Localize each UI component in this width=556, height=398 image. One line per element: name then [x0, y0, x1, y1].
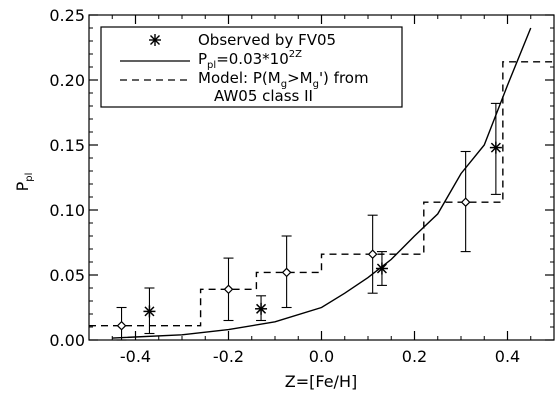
y-tick-label: 0.10 [49, 201, 85, 220]
y-tick-label: 0.25 [49, 6, 85, 25]
model-step-path [89, 61, 554, 327]
y-tick-label: 0.20 [49, 71, 85, 90]
legend-fit-label: Ppl=0.03*102Z [198, 49, 302, 71]
legend-observed-marker [149, 34, 161, 46]
y-axis-ticks: 0.00 0.05 0.10 0.15 0.20 0.25 [49, 6, 554, 350]
legend-fit-sup: 2Z [289, 49, 302, 60]
x-tick-label: 0.0 [309, 347, 334, 366]
y-axis-label-main: P [13, 181, 32, 191]
legend-model-sub1: g [281, 79, 287, 90]
x-tick-label: -0.4 [120, 347, 151, 366]
x-tick-label: 0.4 [495, 347, 520, 366]
diamond-point [367, 249, 378, 260]
y-tick-label: 0.00 [49, 331, 85, 350]
diamond-point [281, 267, 292, 278]
legend-model-sub2: g [313, 79, 319, 90]
legend-model-c: ') from [319, 69, 369, 87]
y-tick-label: 0.05 [49, 266, 85, 285]
legend-fit-rest: =0.03*10 [216, 50, 289, 68]
x-axis-label: Z=[Fe/H] [285, 372, 357, 391]
observed-point [375, 262, 388, 275]
observed-point [143, 305, 156, 318]
diamond-point [116, 320, 127, 331]
legend-model-label-line2: AW05 class II [214, 87, 313, 105]
x-tick-label: -0.2 [213, 347, 244, 366]
model-step-line [89, 61, 554, 327]
asterisk-stroke [256, 303, 267, 314]
legend-model-a: Model: P(M [198, 69, 281, 87]
legend-fit-sub: pl [207, 60, 216, 71]
x-tick-label: 0.2 [402, 347, 427, 366]
diamond-point [460, 197, 471, 208]
data-markers [116, 141, 502, 331]
legend-model-b: >M [287, 69, 313, 87]
legend-model-label-line1: Model: P(Mg>Mg') from [198, 69, 369, 90]
y-axis-label-sub: pl [24, 173, 35, 182]
legend-fit-main: P [198, 50, 207, 68]
observed-point [255, 302, 268, 315]
asterisk-stroke [144, 306, 155, 317]
observed-point [489, 141, 502, 154]
legend-observed-label: Observed by FV05 [198, 31, 336, 49]
asterisk-stroke [490, 142, 501, 153]
y-tick-label: 0.15 [49, 136, 85, 155]
asterisk-stroke [376, 263, 387, 274]
x-axis-ticks: -0.4 -0.2 0.0 0.2 0.4 [88, 15, 555, 366]
legend: Observed by FV05 Ppl=0.03*102Z Model: P(… [100, 26, 403, 108]
y-axis-label: Ppl [13, 173, 35, 192]
diamond-point [223, 284, 234, 295]
